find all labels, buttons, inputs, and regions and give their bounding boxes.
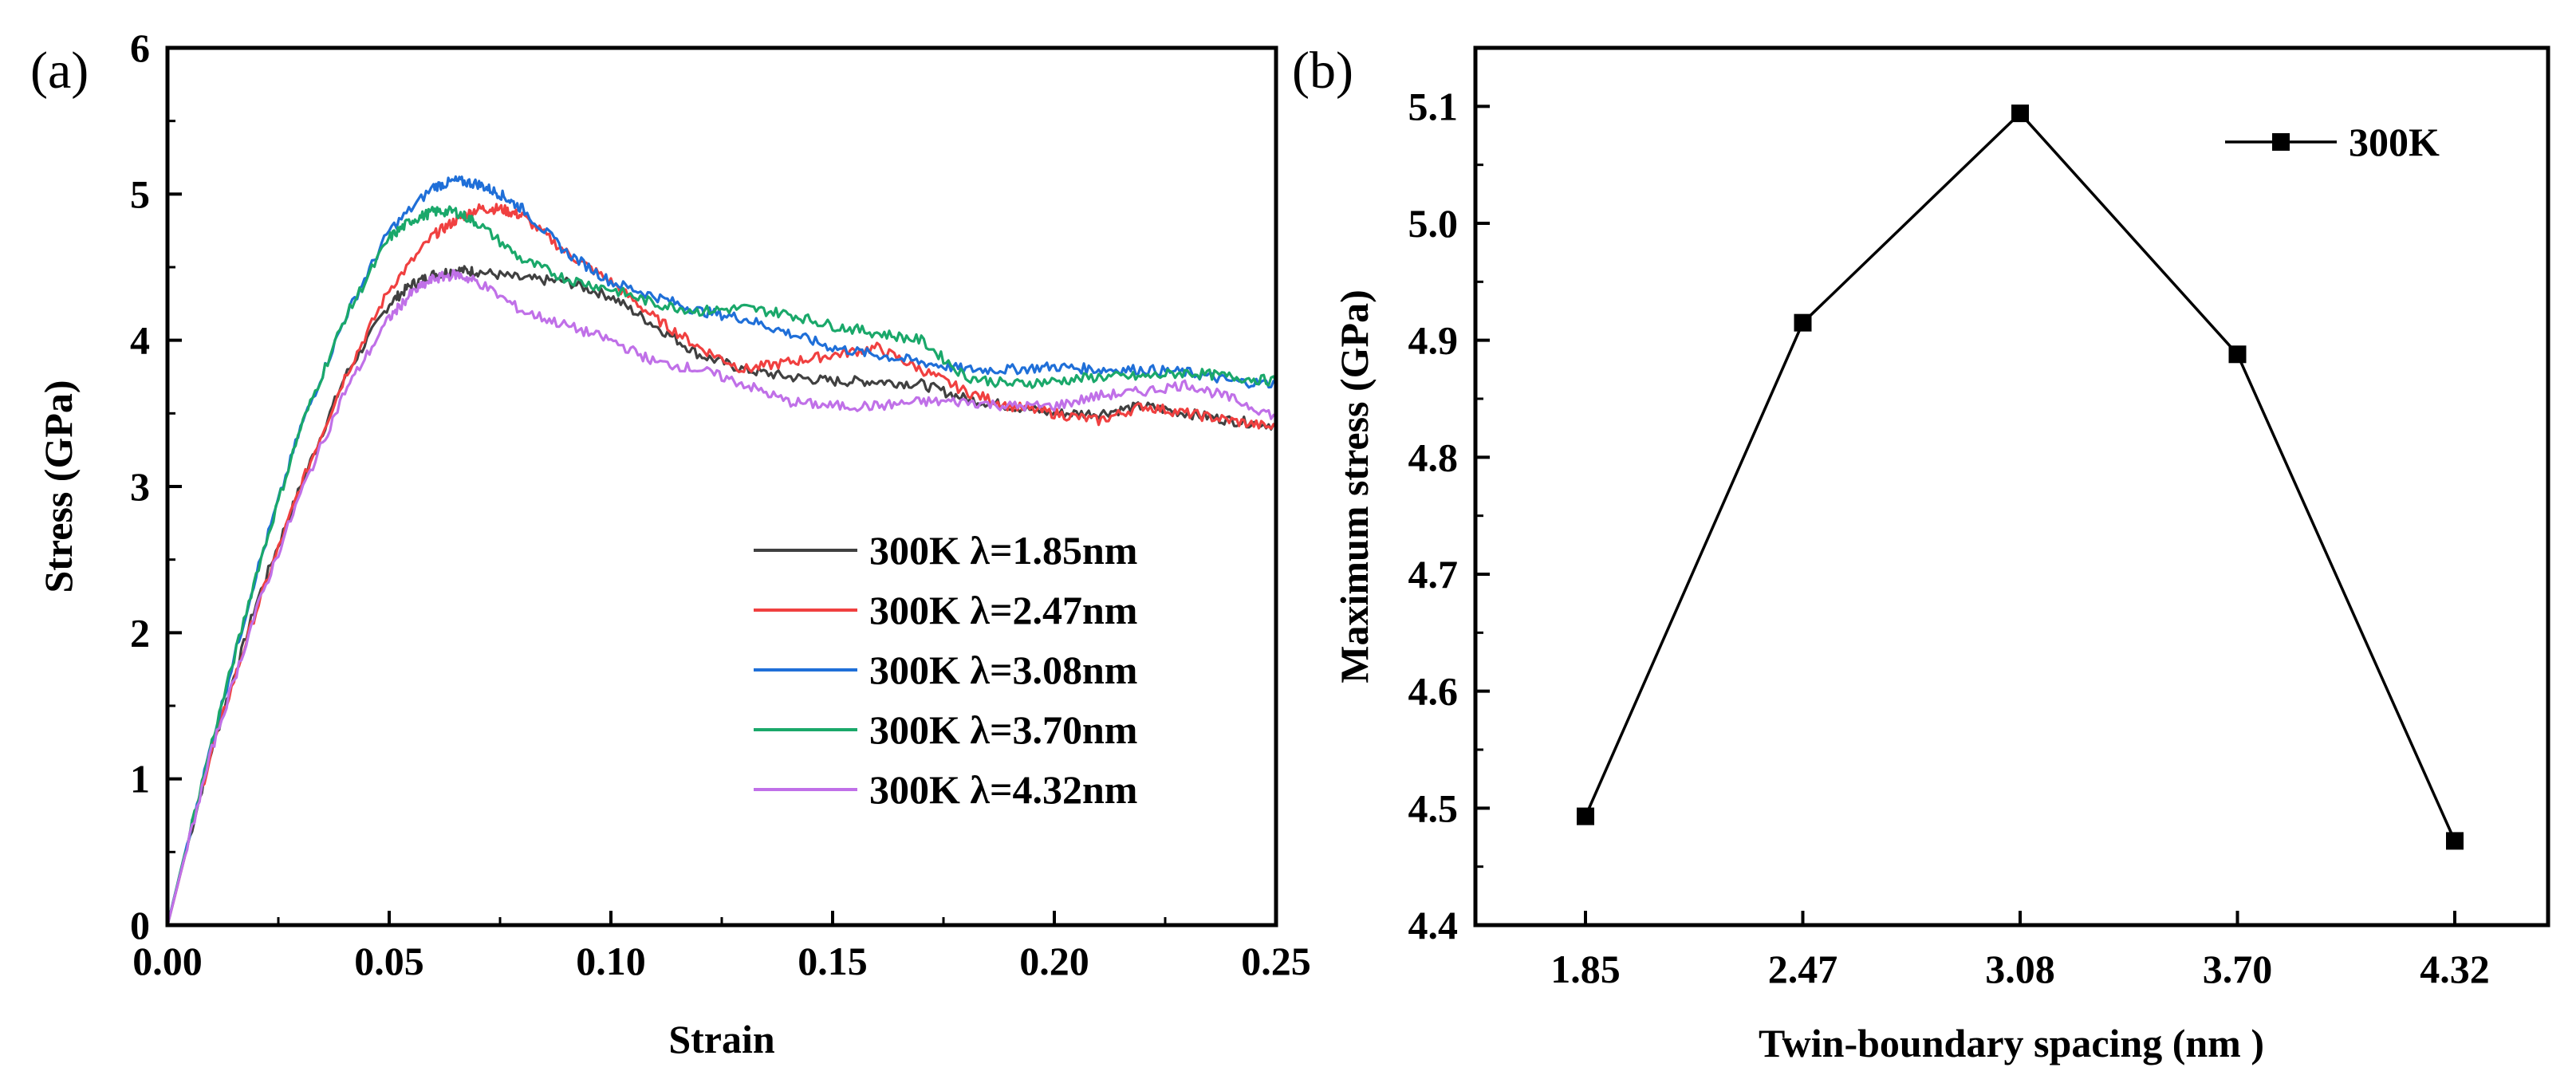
panel-a-x-tick-label: 0.00 <box>132 939 203 983</box>
panel-a-y-tick-label: 6 <box>130 26 150 70</box>
panel-b-data-point <box>1577 807 1594 825</box>
panel-a-x-tick-label: 0.10 <box>576 939 646 983</box>
panel-b-y-tick-label: 4.7 <box>1408 552 1459 597</box>
panel-a-y-tick-label: 4 <box>130 318 150 363</box>
panel-a-y-tick-label: 5 <box>130 171 150 216</box>
panel-b-y-tick-label: 4.8 <box>1408 435 1459 479</box>
panel-a-y-tick-label: 1 <box>130 757 150 802</box>
panel-b-y-tick-label: 4.5 <box>1408 786 1459 830</box>
panel-b-plot-frame <box>1473 45 2550 928</box>
panel-a-legend-label: 300K λ=3.70nm <box>869 707 1137 752</box>
panel-b-data-point <box>2446 832 2464 850</box>
panel-b-x-tick-label: 3.70 <box>2203 947 2273 991</box>
panel-a-y-axis-label: Stress (GPa) <box>36 380 81 593</box>
panel-b-y-tick-label: 5.0 <box>1408 201 1459 246</box>
panel-a-series-line-3 <box>166 205 1278 926</box>
panel-b-legend: 300K <box>2225 120 2440 164</box>
panel-b-y-tick-label: 5.1 <box>1408 84 1459 128</box>
panel-b-y-tick-label: 4.4 <box>1408 903 1459 947</box>
panel-b-series-group <box>1577 104 2464 850</box>
panel-b-legend-label: 300K <box>2349 120 2440 164</box>
panel-a-legend-label: 300K λ=1.85nm <box>869 528 1137 573</box>
panel-b-ticks: 1.85 2.47 3.08 3.70 4.32 4.4 4.5 4.6 4.7 4.8 4.9 5.… <box>1408 46 2490 991</box>
panel-b-data-point <box>2011 104 2029 123</box>
panel-b-legend-marker <box>2272 133 2290 151</box>
panel-a-x-axis-label: Strain <box>668 1017 775 1061</box>
panel-b-data-point <box>1794 313 1812 332</box>
panel-a-x-tick-label: 0.25 <box>1241 939 1311 983</box>
panel-a-stress-strain: (a) 0.00 0.05 0.10 0.15 0.20 0.25 0 1 2 3 4 5 6 Stra… <box>30 26 1311 1061</box>
panel-b-x-tick-label: 2.47 <box>1768 947 1838 991</box>
panel-b-y-tick-label: 4.9 <box>1408 318 1459 363</box>
panel-a-legend-label: 300K λ=4.32nm <box>869 767 1137 812</box>
panel-b-series-line <box>1584 111 2456 842</box>
panel-a-legend-label: 300K λ=3.08nm <box>869 648 1137 692</box>
panel-a-series-line-0 <box>166 265 1277 926</box>
panel-b-x-tick-label: 4.32 <box>2420 947 2490 991</box>
panel-a-y-tick-label: 2 <box>130 610 150 655</box>
panel-b-y-axis-label: Maximum stress (GPa) <box>1332 289 1377 683</box>
panel-a-legend: 300K λ=1.85nm 300K λ=2.47nm 300K λ=3.08nm 3… <box>754 528 1137 812</box>
panel-a-series-line-1 <box>166 203 1278 926</box>
panel-a-x-tick-label: 0.20 <box>1019 939 1089 983</box>
panel-a-x-tick-label: 0.05 <box>354 939 424 983</box>
panel-b-x-axis-label: Twin-boundary spacing (nm ) <box>1759 1021 2264 1065</box>
panel-b-max-stress: (b) 1.85 2.47 3.08 3.70 4.32 4.4 4.5 4.6 4.7 4.8 4… <box>1292 41 2550 1065</box>
panel-b-x-tick-label: 3.08 <box>1985 947 2055 991</box>
panel-a-y-tick-label: 0 <box>130 903 150 947</box>
panel-a-legend-label: 300K λ=2.47nm <box>869 588 1137 632</box>
panel-a-series-line-4 <box>166 269 1277 926</box>
panel-a-label: (a) <box>30 41 89 100</box>
panel-b-data-point <box>2228 345 2247 364</box>
panel-a-y-tick-label: 3 <box>130 464 150 509</box>
panel-a-x-tick-label: 0.15 <box>798 939 868 983</box>
panel-a-ticks: 0.00 0.05 0.10 0.15 0.20 0.25 0 1 2 3 4 5 6 <box>130 26 1311 983</box>
panel-b-y-tick-label: 4.6 <box>1408 669 1459 714</box>
panel-a-series-group <box>166 175 1278 926</box>
panel-b-label: (b) <box>1292 41 1353 100</box>
panel-b-x-tick-label: 1.85 <box>1550 947 1621 991</box>
